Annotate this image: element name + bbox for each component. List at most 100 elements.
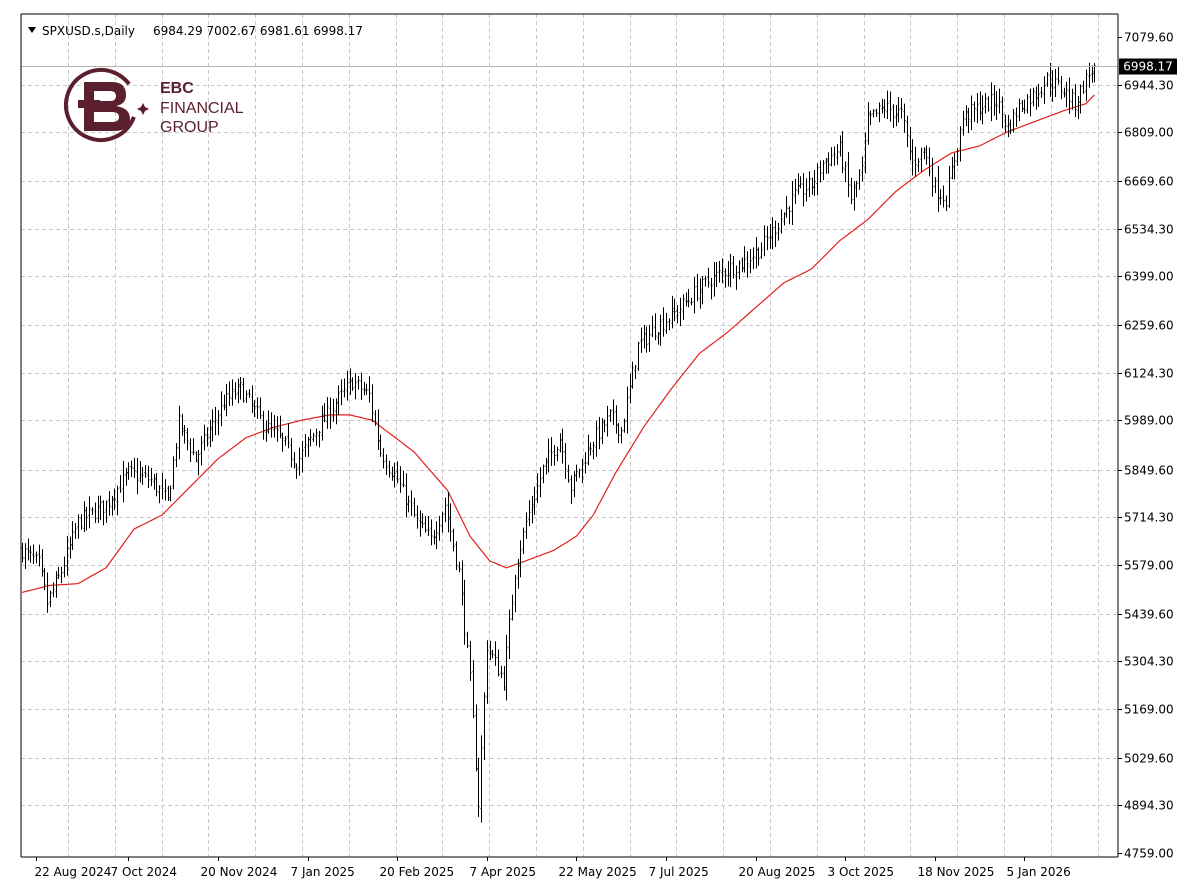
ohlc-bar (32, 544, 35, 565)
ohlc-bar (237, 378, 240, 404)
ohlc-bar (435, 521, 438, 550)
ohlc-bar (671, 295, 674, 329)
ohlc-bar (69, 536, 72, 559)
ohlc-bar (525, 512, 528, 539)
ohlc-bar (925, 145, 928, 165)
ohlc-bar (953, 152, 956, 180)
logo-line2: FINANCIAL (160, 100, 244, 117)
ohlc-bar (1046, 72, 1049, 88)
ohlc-bar (578, 468, 581, 478)
ohlc-bar (66, 536, 69, 576)
ohlc-bar (284, 436, 287, 446)
ohlc-bar (161, 472, 164, 500)
y-tick-label: 6669.60 (1124, 175, 1174, 189)
ohlc-bar (609, 409, 612, 422)
ohlc-bar (105, 500, 108, 523)
ohlc-bar (494, 641, 497, 666)
x-tick-label: 22 Aug 2024 (35, 865, 112, 879)
logo-mark (84, 82, 130, 131)
ohlc-bar (872, 109, 875, 118)
ohlc-bar (892, 104, 895, 128)
ohlc-bar (452, 528, 455, 552)
ohlc-bar (791, 181, 794, 226)
ohlc-bar (825, 158, 828, 174)
ohlc-bar (391, 466, 394, 481)
triangle-down-icon[interactable] (28, 27, 36, 33)
ohlc-bar (956, 148, 959, 166)
ohlc-bar (466, 631, 469, 649)
ohlc-bar (71, 521, 74, 550)
ohlc-bar (575, 464, 578, 482)
ohlc-bar (430, 519, 433, 546)
ohlc-bar (715, 262, 718, 288)
ohlc-bar (951, 157, 954, 180)
ohlc-bar (519, 540, 522, 578)
ohlc-bar (503, 665, 506, 691)
ohlc-bar (830, 147, 833, 167)
ohlc-bar (612, 399, 615, 425)
ohlc-bar (256, 397, 259, 419)
ohlc-bar (402, 470, 405, 488)
ohlc-bar (77, 514, 80, 539)
ohlc-bar (419, 510, 422, 537)
ohlc-bar (315, 428, 318, 446)
ohlc-bar (937, 166, 940, 212)
ohlc-bar (855, 180, 858, 198)
ohlc-bar (727, 260, 730, 287)
ohlc-bar (1026, 94, 1029, 114)
ohlc-bar (130, 460, 133, 478)
ohlc-bar (850, 177, 853, 205)
ohlc-bar (547, 438, 550, 473)
ohlc-bar (80, 514, 83, 530)
y-tick-label: 6809.00 (1124, 126, 1174, 140)
ohlc-bar (486, 640, 489, 704)
ohlc-bar (1074, 83, 1077, 118)
ohlc-bar (99, 495, 102, 521)
ohlc-bar (203, 424, 206, 451)
ohlc-bar (119, 474, 122, 493)
ohlc-bar (301, 440, 304, 473)
x-tick-label: 18 Nov 2025 (918, 865, 995, 879)
ohlc-bar (1001, 96, 1004, 129)
x-tick-label: 20 Nov 2024 (201, 865, 278, 879)
ohlc-bar (206, 427, 209, 447)
y-tick-label: 4759.00 (1124, 847, 1174, 861)
ohlc-bar (335, 398, 338, 425)
ohlc-bar (491, 649, 494, 659)
ohlc-bar (777, 222, 780, 241)
plot-area[interactable] (21, 14, 1118, 856)
y-tick-label: 5304.30 (1124, 655, 1174, 669)
ohlc-bar (875, 108, 878, 117)
ohlc-bar (461, 560, 464, 606)
ohlc-bar (668, 318, 671, 331)
ohlc-bar (1012, 108, 1015, 133)
price-axis[interactable]: 7079.60 6944.30 6809.00 6669.60 6534.30 6399.… (1118, 31, 1174, 861)
ohlc-bar (718, 260, 721, 283)
ohlc-bar (724, 268, 727, 288)
ohlc-bar (360, 372, 363, 401)
ohlc-bar (172, 456, 175, 490)
ohlc-bar (897, 97, 900, 123)
ohlc-bar (326, 397, 329, 429)
time-axis[interactable]: 22 Aug 2024 7 Oct 2024 20 Nov 2024 7 Jan 20… (35, 857, 1071, 879)
ohlc-bar (1085, 69, 1088, 102)
ohlc-bar (802, 173, 805, 207)
ohlc-bar (1065, 81, 1068, 108)
ohlc-bar (340, 379, 343, 406)
ohlc-bar (561, 428, 564, 464)
ohlc-bar (615, 405, 618, 434)
ohlc-bar (713, 262, 716, 297)
ohlc-bar (763, 225, 766, 257)
ohlc-bar (354, 373, 357, 400)
ohlc-bar (321, 405, 324, 441)
ohlc-bar (757, 247, 760, 266)
ohlc-bar (743, 246, 746, 273)
ohlc-bar (228, 381, 231, 406)
ohlc-bar (603, 419, 606, 433)
ohlc-bar (998, 88, 1001, 114)
x-tick-label: 20 Feb 2025 (380, 865, 455, 879)
ohlc-bar (741, 257, 744, 273)
ohlc-bar (371, 384, 374, 423)
ohlc-bar (822, 160, 825, 181)
